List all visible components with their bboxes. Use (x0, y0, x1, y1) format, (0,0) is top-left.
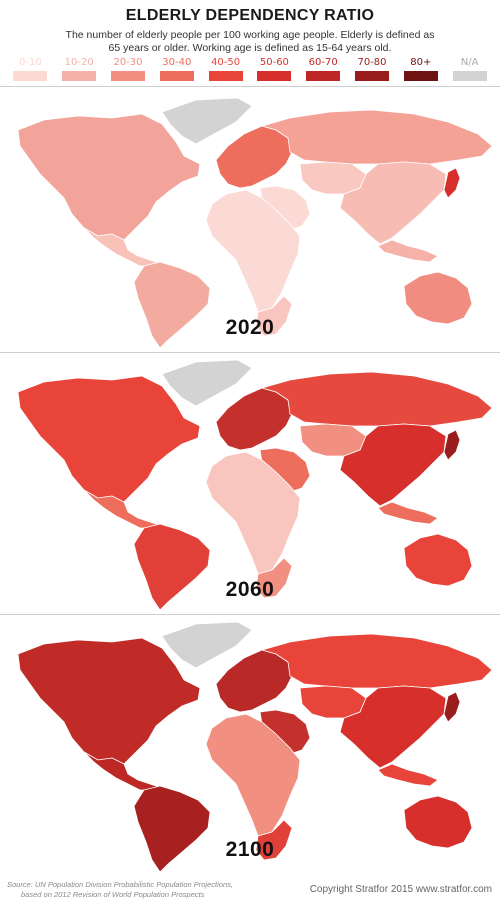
chart-title: ELDERLY DEPENDENCY RATIO (125, 7, 375, 24)
world-map-2100 (17, 621, 493, 873)
region-north-america (17, 637, 201, 765)
legend-label: 30-40 (162, 57, 192, 68)
legend-label: 20-30 (113, 57, 143, 68)
region-greenland (161, 621, 253, 669)
legend-label: 60-70 (308, 57, 338, 68)
legend-swatch (355, 71, 389, 81)
world-map-2060 (17, 359, 493, 611)
region-asia (339, 685, 447, 769)
region-europe (215, 649, 293, 713)
region-south-africa (255, 557, 293, 599)
legend-item: 0-10 (11, 57, 49, 81)
region-south-africa (255, 819, 293, 861)
legend-swatch (403, 71, 438, 81)
legend-swatch (208, 71, 243, 81)
legend-swatch (257, 71, 292, 81)
source-line-1: Source: UN Population Division Probabili… (7, 880, 233, 889)
legend-label: 80+ (410, 57, 432, 68)
region-oceania (377, 501, 439, 525)
region-australia (403, 795, 473, 849)
divider-1 (0, 352, 500, 353)
year-label-2020: 2020 (225, 316, 275, 339)
map-panel-2060 (0, 352, 500, 614)
region-japan (443, 167, 461, 199)
region-russia (260, 109, 493, 165)
region-south-africa (255, 295, 293, 337)
region-south-america (133, 785, 211, 873)
region-australia (403, 271, 473, 325)
region-europe (215, 387, 293, 451)
legend-label: 70-80 (357, 57, 387, 68)
chart-subtitle: The number of elderly people per 100 wor… (65, 29, 435, 54)
legend-swatch (306, 71, 341, 81)
legend-swatch (111, 71, 145, 81)
map-panel-2020 (0, 90, 500, 352)
legend-item: N/A (451, 57, 489, 81)
divider-2 (0, 614, 500, 615)
region-greenland (161, 97, 253, 145)
region-australia (403, 533, 473, 587)
legend-item: 10-20 (60, 57, 98, 81)
region-asia (339, 161, 447, 245)
region-oceania (377, 239, 439, 263)
legend-swatch (13, 71, 48, 81)
region-japan (443, 429, 461, 461)
world-map-2020 (17, 97, 493, 349)
source-line-2: based on 2012 Revision of World Populati… (21, 889, 205, 899)
region-north-america (17, 375, 201, 503)
divider-top (0, 86, 500, 87)
region-south-america (133, 523, 211, 611)
region-europe (215, 125, 293, 189)
legend-label: 0-10 (19, 57, 42, 68)
region-japan (443, 691, 461, 723)
legend-item: 80+ (402, 57, 440, 81)
source-note: Source: UN Population Division Probabili… (7, 880, 247, 899)
color-legend: 0-10 10-20 20-30 30-40 40-50 50-60 60-70 70-80 8… (6, 57, 494, 83)
copyright[interactable]: Copyright Stratfor 2015 www.stratfor.com (309, 884, 492, 895)
region-asia (339, 423, 447, 507)
legend-label: N/A (460, 57, 479, 68)
legend-label: 40-50 (211, 57, 241, 68)
region-russia (260, 633, 493, 689)
legend-swatch (62, 71, 97, 81)
map-panel-2100 (0, 614, 500, 876)
legend-label: 50-60 (259, 57, 289, 68)
legend-label: 10-20 (64, 57, 94, 68)
legend-item: 20-30 (109, 57, 147, 81)
region-north-america (17, 113, 201, 241)
year-label-2100: 2100 (225, 838, 275, 861)
legend-item: 30-40 (158, 57, 196, 81)
legend-swatch (452, 71, 487, 81)
legend-item: 60-70 (304, 57, 342, 81)
year-label-2060: 2060 (225, 578, 275, 601)
legend-item: 50-60 (255, 57, 293, 81)
region-greenland (161, 359, 253, 407)
region-russia (260, 371, 493, 427)
region-oceania (377, 763, 439, 787)
legend-item: 40-50 (207, 57, 245, 81)
legend-item: 70-80 (353, 57, 391, 81)
region-south-america (133, 261, 211, 349)
legend-swatch (159, 71, 194, 81)
